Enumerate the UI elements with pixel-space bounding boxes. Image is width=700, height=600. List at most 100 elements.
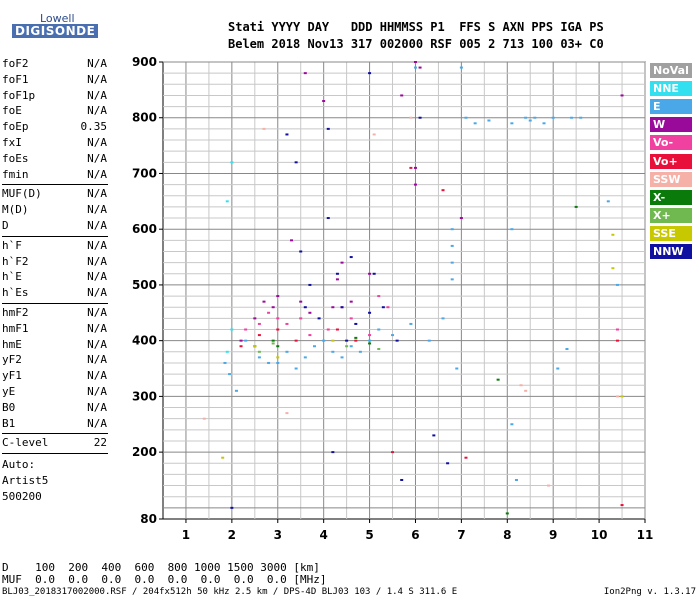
legend-item: SSE [650, 225, 692, 241]
header-labels: Stati YYYY DAY DDD HHMMSS P1 FFS S AXN P… [228, 20, 604, 34]
data-point-nnw [294, 161, 298, 164]
data-point-vo [349, 317, 353, 320]
param-name: h`E [2, 270, 22, 284]
data-point-e [377, 328, 381, 331]
data-point-nnw [354, 322, 358, 325]
data-point-e [459, 66, 463, 69]
param-row: foF2 N/A [2, 57, 107, 72]
data-point-e [450, 261, 454, 264]
param-name: h`F [2, 238, 22, 252]
param-row: yE N/A [2, 385, 107, 400]
data-point-e [257, 356, 261, 359]
param-name: foEp [2, 120, 29, 134]
auto-info-line: Auto: [2, 458, 36, 472]
param-value: N/A [87, 104, 107, 118]
param-row: hmF1 N/A [2, 322, 107, 337]
data-point-nnw [372, 272, 376, 275]
data-point-nne [230, 161, 234, 164]
data-point-e [340, 356, 344, 359]
param-value: 0.35 [80, 120, 108, 134]
data-point-e [312, 345, 316, 348]
param-value: N/A [87, 369, 107, 383]
data-point-nnw [303, 306, 307, 309]
param-value: N/A [87, 203, 107, 217]
legend-item: Vo+ [650, 153, 692, 169]
data-point-nnw [285, 133, 289, 136]
auto-info-line: 500200 [2, 489, 42, 503]
data-point-e [524, 116, 528, 119]
data-point-x [257, 350, 261, 353]
auto-info-line: Artist5 [2, 474, 49, 487]
data-point-e [409, 322, 413, 325]
data-point-sse [221, 456, 225, 459]
data-point-e [473, 122, 477, 125]
param-value: N/A [87, 337, 107, 351]
param-row: D N/A [2, 219, 107, 234]
param-value: N/A [87, 187, 107, 201]
data-point-nne [230, 328, 234, 331]
param-value: N/A [87, 136, 107, 149]
data-point-e [510, 122, 514, 125]
data-point-x [496, 378, 500, 381]
data-point-ssw [409, 116, 413, 119]
param-value: N/A [87, 219, 107, 232]
panel-divider [2, 235, 108, 237]
x-tick-label: 4 [319, 528, 327, 542]
file-info: BLJ03_2018317002000.RSF / 204fx512h 50 k… [2, 587, 458, 597]
data-point-w [368, 272, 372, 275]
data-point-vo [615, 339, 619, 342]
data-point-vo [354, 339, 358, 342]
param-name: B0 [2, 400, 16, 414]
data-point-x [271, 342, 275, 345]
param-row: MUF(D) N/A [2, 187, 107, 202]
data-point-vo [615, 328, 619, 331]
data-point-nnw [400, 478, 404, 481]
distance-row: D 100 200 400 600 800 1000 1500 3000 [km… [2, 561, 320, 574]
data-point-vo [239, 345, 243, 348]
data-point-nnw [349, 256, 353, 259]
param-name: C-level [2, 436, 49, 450]
data-point-e [331, 350, 335, 353]
param-row: h`F N/A [2, 239, 107, 254]
param-value: N/A [87, 151, 107, 165]
x-tick-label: 1 [182, 528, 190, 542]
data-point-vo [441, 189, 445, 192]
y-tick-label: 700 [132, 166, 157, 180]
data-point-nnw [317, 317, 321, 320]
data-point-sse [620, 395, 624, 398]
data-point-x [271, 339, 275, 342]
data-point-vo [368, 334, 372, 337]
data-point-w [418, 66, 422, 69]
param-row: yF2 N/A [2, 353, 107, 368]
data-point-e [413, 66, 417, 69]
data-point-e [285, 350, 289, 353]
data-point-ssw [615, 395, 619, 398]
legend-item: NoVal [650, 63, 692, 78]
legend-item: W [650, 117, 692, 133]
data-point-e [450, 244, 454, 247]
y-tick-label: 80 [140, 512, 157, 526]
muf-row: MUF 0.0 0.0 0.0 0.0 0.0 0.0 0.0 0.0 [MHz… [2, 573, 327, 586]
data-point-w [271, 306, 275, 309]
data-point-vo [409, 166, 413, 169]
data-point-nnw [340, 306, 344, 309]
data-point-w [253, 317, 257, 320]
data-point-nnw [230, 506, 234, 509]
logo-top-text: Lowell [40, 12, 75, 25]
data-point-e [542, 122, 546, 125]
param-value: N/A [87, 88, 107, 102]
param-row: foF1p N/A [2, 89, 107, 104]
param-row: fmin N/A [2, 168, 107, 183]
data-point-vo [276, 328, 280, 331]
x-tick-label: 2 [228, 528, 236, 542]
param-value: N/A [87, 270, 107, 284]
param-value: N/A [87, 238, 107, 252]
param-row: h`F2 N/A [2, 255, 107, 270]
param-value: N/A [87, 306, 107, 319]
data-point-nne [225, 200, 229, 203]
data-point-vo [267, 311, 271, 314]
param-name: M(D) [2, 203, 29, 217]
param-row: foEs N/A [2, 152, 107, 167]
panel-divider [2, 453, 108, 455]
param-value: 22 [93, 436, 107, 450]
